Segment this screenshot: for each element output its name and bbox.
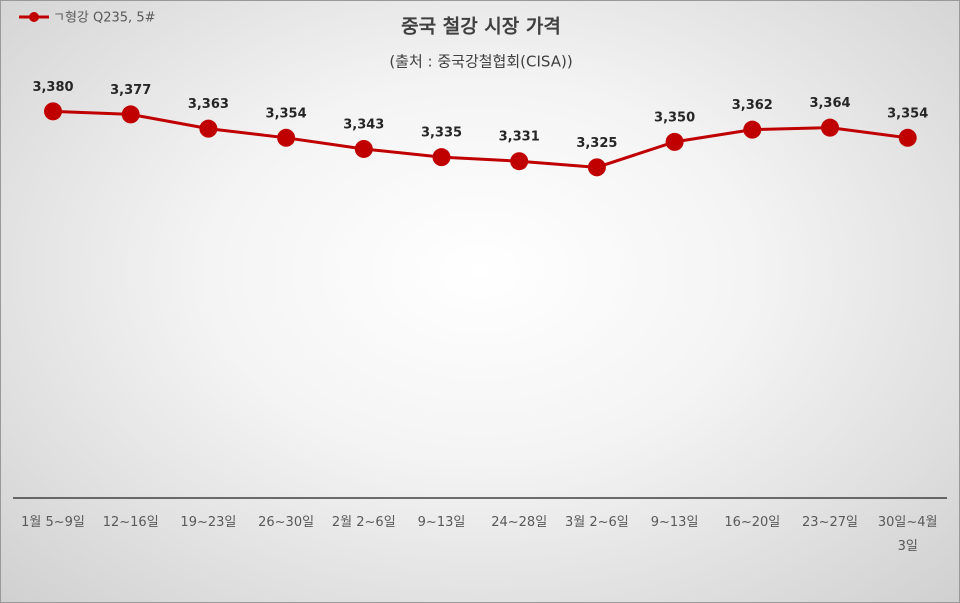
data-label: 3,343 [343, 117, 384, 132]
data-label: 3,331 [499, 130, 540, 145]
data-label: 3,380 [32, 80, 73, 95]
x-tick-label: 19~23일 [180, 515, 237, 530]
marker [121, 105, 140, 124]
marker [898, 128, 917, 147]
marker [510, 152, 529, 171]
marker [199, 119, 218, 138]
x-tick-label: 2월 2~6일 [331, 515, 396, 530]
data-label: 3,335 [421, 126, 462, 141]
marker [821, 118, 839, 137]
data-label: 3,363 [188, 97, 229, 112]
legend-marker [29, 12, 39, 22]
marker [432, 148, 451, 167]
data-label: 3,325 [576, 136, 617, 151]
x-tick-label: 30일~4월 3일 [877, 515, 938, 554]
marker [587, 158, 606, 177]
data-label: 3,362 [732, 98, 773, 113]
chart-subtitle: (출처 : 중국강철협회(CISA)) [389, 53, 572, 71]
data-label: 3,364 [809, 96, 850, 111]
data-label: 3,354 [266, 106, 307, 121]
marker [665, 132, 684, 151]
chart-title: 중국 철강 시장 가격 [401, 16, 561, 38]
marker [44, 102, 62, 121]
x-tick-label: 1월 5~9일 [21, 515, 85, 530]
data-label: 3,350 [654, 110, 695, 125]
data-label: 3,377 [110, 83, 151, 98]
x-tick-label: 9~13일 [650, 515, 699, 530]
x-tick-label: 9~13일 [417, 515, 466, 530]
x-tick-label: 24~28일 [491, 515, 548, 530]
x-tick-label: 16~20일 [724, 515, 781, 530]
x-tick-label: 23~27일 [802, 515, 858, 530]
marker [277, 128, 296, 147]
x-tick-label: 12~16일 [102, 515, 159, 530]
marker [743, 120, 762, 139]
legend-label: ㄱ형강 Q235, 5# [53, 11, 156, 26]
data-label: 3,354 [887, 106, 928, 121]
line [52, 109, 908, 169]
x-tick-label: 3월 2~6일 [565, 515, 629, 530]
marker [354, 139, 373, 158]
x-tick-label: 26~30일 [258, 515, 315, 530]
